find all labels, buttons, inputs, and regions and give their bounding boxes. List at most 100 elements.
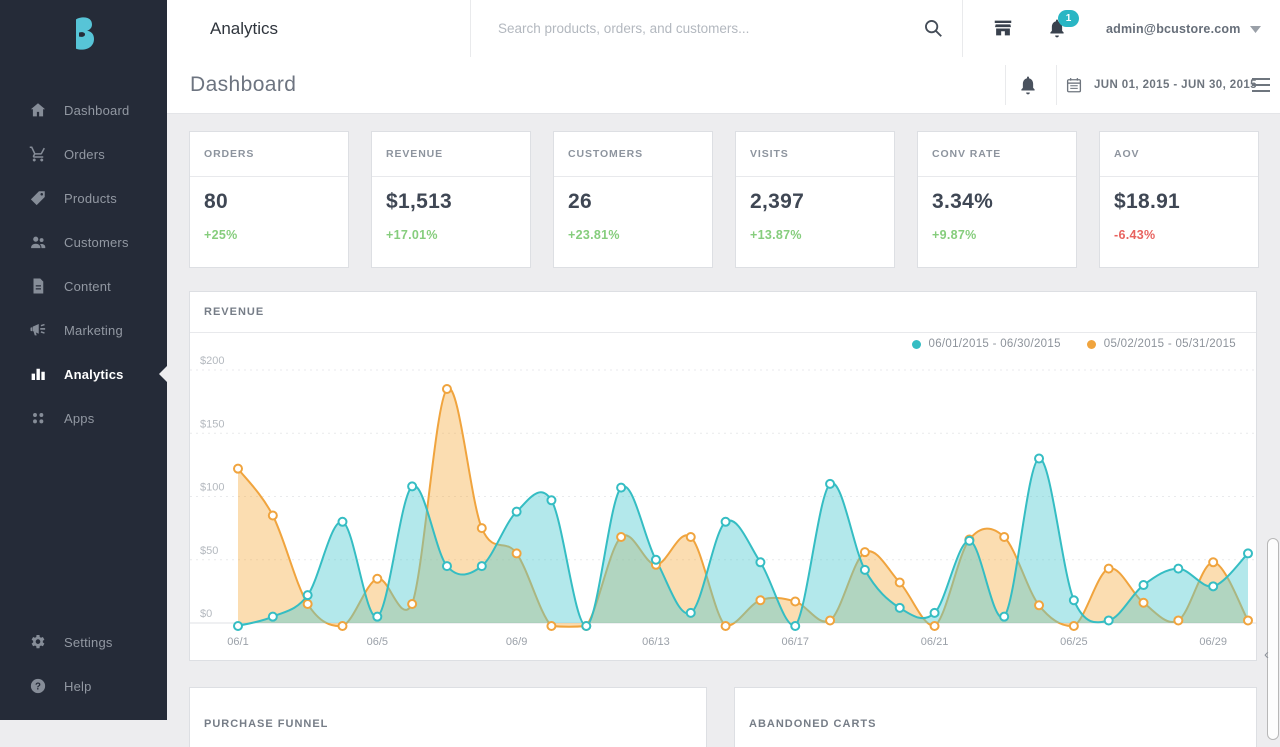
stat-value: $1,513 bbox=[386, 190, 453, 213]
svg-text:06/5: 06/5 bbox=[367, 636, 388, 648]
chart-legend: 06/01/2015 - 06/30/2015 05/02/2015 - 05/3… bbox=[886, 338, 1236, 350]
sidebar-item-label: Orders bbox=[64, 146, 105, 162]
sidebar-item-analytics[interactable]: Analytics bbox=[0, 352, 167, 396]
sidebar-nav: Dashboard Orders Products Customers Content M… bbox=[0, 88, 167, 440]
stat-card-customers: CUSTOMERS 26 +23.81% bbox=[553, 131, 713, 268]
sidebar-item-label: Products bbox=[64, 190, 117, 206]
sidebar: Dashboard Orders Products Customers Content M… bbox=[0, 0, 167, 720]
apps-icon bbox=[28, 408, 48, 428]
date-range-label: JUN 01, 2015 - JUN 30, 2015 bbox=[1094, 79, 1257, 91]
legend-dot-icon bbox=[1086, 339, 1096, 349]
chevron-down-icon bbox=[1249, 20, 1261, 38]
sidebar-item-label: Apps bbox=[64, 410, 95, 426]
legend-item[interactable]: 06/01/2015 - 06/30/2015 bbox=[911, 338, 1061, 350]
topbar-title: Analytics bbox=[210, 18, 279, 38]
hamburger-menu-icon[interactable] bbox=[1252, 77, 1270, 93]
search-icon[interactable] bbox=[922, 17, 944, 39]
stat-label: CONV RATE bbox=[918, 132, 1076, 177]
stat-value: 2,397 bbox=[750, 190, 805, 213]
bar-chart-icon bbox=[28, 364, 48, 384]
active-item-notch bbox=[159, 366, 167, 382]
svg-text:06/17: 06/17 bbox=[781, 636, 809, 648]
abandoned-carts-title: ABANDONED CARTS bbox=[749, 718, 877, 730]
vertical-scrollbar[interactable] bbox=[1267, 538, 1279, 740]
sidebar-item-products[interactable]: Products bbox=[0, 176, 167, 220]
sidebar-item-marketing[interactable]: Marketing bbox=[0, 308, 167, 352]
header-divider bbox=[1056, 65, 1057, 105]
svg-text:$100: $100 bbox=[200, 482, 224, 494]
home-icon bbox=[28, 100, 48, 120]
sidebar-item-label: Settings bbox=[64, 634, 113, 650]
sidebar-item-orders[interactable]: Orders bbox=[0, 132, 167, 176]
stat-label: REVENUE bbox=[372, 132, 530, 177]
page-header: Dashboard JUN 01, 2015 bbox=[167, 57, 1280, 114]
account-menu[interactable]: admin@bcustore.com bbox=[1106, 20, 1261, 38]
sidebar-item-label: Content bbox=[64, 278, 111, 294]
stat-value: $18.91 bbox=[1114, 190, 1181, 213]
sidebar-item-help[interactable]: ? Help bbox=[0, 664, 167, 708]
sidebar-item-label: Analytics bbox=[64, 366, 124, 382]
topbar-divider bbox=[962, 0, 963, 57]
svg-text:$50: $50 bbox=[200, 545, 218, 557]
cart-icon bbox=[28, 144, 48, 164]
legend-dot-icon bbox=[911, 339, 921, 349]
svg-text:06/21: 06/21 bbox=[921, 636, 949, 648]
stat-delta: +23.81% bbox=[568, 228, 620, 242]
stat-card-conv-rate: CONV RATE 3.34% +9.87% bbox=[917, 131, 1077, 268]
stat-delta: +17.01% bbox=[386, 228, 438, 242]
gear-icon bbox=[28, 632, 48, 652]
notification-badge: 1 bbox=[1058, 9, 1079, 27]
sidebar-item-label: Dashboard bbox=[64, 102, 130, 118]
document-icon bbox=[28, 276, 48, 296]
sidebar-item-apps[interactable]: Apps bbox=[0, 396, 167, 440]
revenue-chart[interactable]: $0 $50 $100 $150 $200 06/1 06/5 06/9 06/13 06/17 0… bbox=[190, 331, 1256, 661]
search-input[interactable] bbox=[471, 20, 962, 37]
sidebar-item-label: Customers bbox=[64, 234, 129, 250]
legend-label: 06/01/2015 - 06/30/2015 bbox=[928, 338, 1061, 350]
bigcommerce-logo-icon[interactable] bbox=[0, 12, 167, 56]
topbar-actions: 1 admin@bcustore.com bbox=[962, 0, 1280, 57]
sidebar-item-label: Marketing bbox=[64, 322, 123, 338]
sidebar-item-label: Help bbox=[64, 678, 92, 694]
stat-card-aov: AOV $18.91 -6.43% bbox=[1099, 131, 1259, 268]
stat-delta: +25% bbox=[204, 228, 238, 242]
date-range-picker[interactable]: JUN 01, 2015 - JUN 30, 2015 bbox=[1065, 57, 1257, 113]
users-icon bbox=[28, 232, 48, 252]
stat-label: AOV bbox=[1100, 132, 1258, 177]
megaphone-icon bbox=[28, 320, 48, 340]
notifications-bell-icon[interactable]: 1 bbox=[1046, 9, 1079, 41]
svg-text:06/29: 06/29 bbox=[1199, 636, 1227, 648]
svg-text:06/1: 06/1 bbox=[227, 636, 248, 648]
stat-label: VISITS bbox=[736, 132, 894, 177]
chevron-left-icon[interactable]: ‹ bbox=[1264, 646, 1269, 663]
stats-row: ORDERS 80 +25% REVENUE $1,513 +17.01% CUSTOMER… bbox=[189, 131, 1259, 268]
alerts-bell-icon[interactable] bbox=[1017, 74, 1039, 96]
store-icon[interactable] bbox=[992, 17, 1016, 41]
svg-text:06/9: 06/9 bbox=[506, 636, 527, 648]
stat-value: 3.34% bbox=[932, 190, 994, 213]
svg-text:?: ? bbox=[35, 681, 41, 692]
sidebar-item-content[interactable]: Content bbox=[0, 264, 167, 308]
purchase-funnel-title: PURCHASE FUNNEL bbox=[204, 718, 329, 730]
stat-delta: -6.43% bbox=[1114, 228, 1156, 242]
stat-label: ORDERS bbox=[190, 132, 348, 177]
legend-label: 05/02/2015 - 05/31/2015 bbox=[1103, 338, 1236, 350]
stat-card-visits: VISITS 2,397 +13.87% bbox=[735, 131, 895, 268]
stat-card-revenue: REVENUE $1,513 +17.01% bbox=[371, 131, 531, 268]
topbar: Analytics 1 bbox=[167, 0, 1280, 58]
revenue-panel: REVENUE 06/01/2015 - 06/30/2015 05/02/201… bbox=[189, 291, 1257, 661]
stat-card-orders: ORDERS 80 +25% bbox=[189, 131, 349, 268]
svg-text:$200: $200 bbox=[200, 355, 224, 367]
account-email: admin@bcustore.com bbox=[1106, 21, 1241, 36]
stat-delta: +13.87% bbox=[750, 228, 802, 242]
tag-icon bbox=[28, 188, 48, 208]
legend-item[interactable]: 05/02/2015 - 05/31/2015 bbox=[1086, 338, 1236, 350]
sidebar-footer-nav: Settings? Help bbox=[0, 620, 167, 708]
sidebar-item-customers[interactable]: Customers bbox=[0, 220, 167, 264]
purchase-funnel-panel: PURCHASE FUNNEL bbox=[189, 687, 707, 747]
svg-text:$150: $150 bbox=[200, 418, 224, 430]
dashboard-title: Dashboard bbox=[190, 73, 297, 96]
sidebar-item-dashboard[interactable]: Dashboard bbox=[0, 88, 167, 132]
sidebar-item-settings[interactable]: Settings bbox=[0, 620, 167, 664]
